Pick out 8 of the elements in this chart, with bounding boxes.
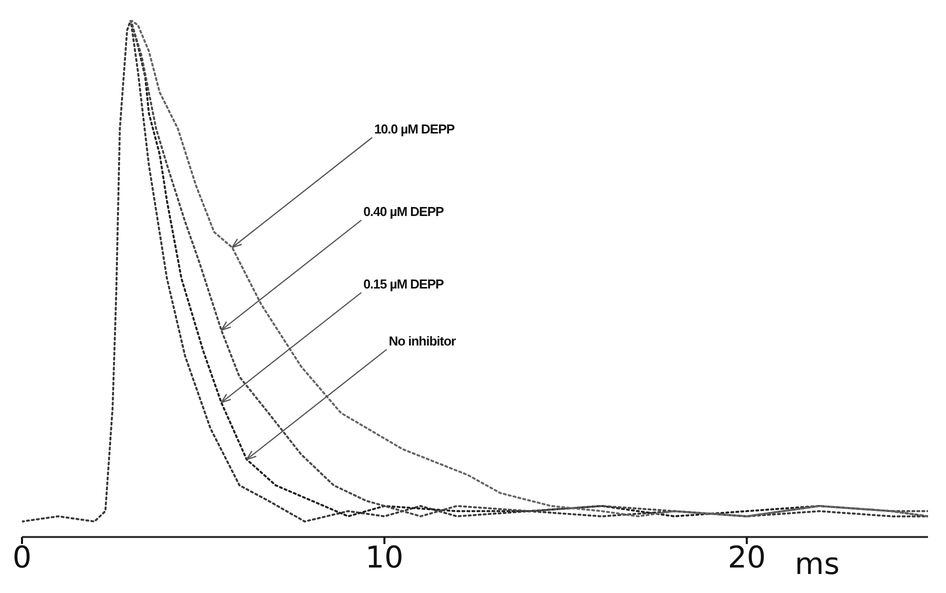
annotation: 0.15 µM DEPP: [363, 276, 444, 292]
x-tick-label: 0: [12, 540, 32, 576]
x-axis-title: ms: [794, 547, 840, 582]
annotation: No inhibitor: [388, 333, 456, 348]
x-tick-label: 20: [728, 540, 766, 576]
x-tick-label: 10: [365, 540, 404, 576]
annotation: 10.0 µM DEPP: [374, 121, 456, 136]
annotation: 0.40 µM DEPP: [363, 204, 444, 220]
